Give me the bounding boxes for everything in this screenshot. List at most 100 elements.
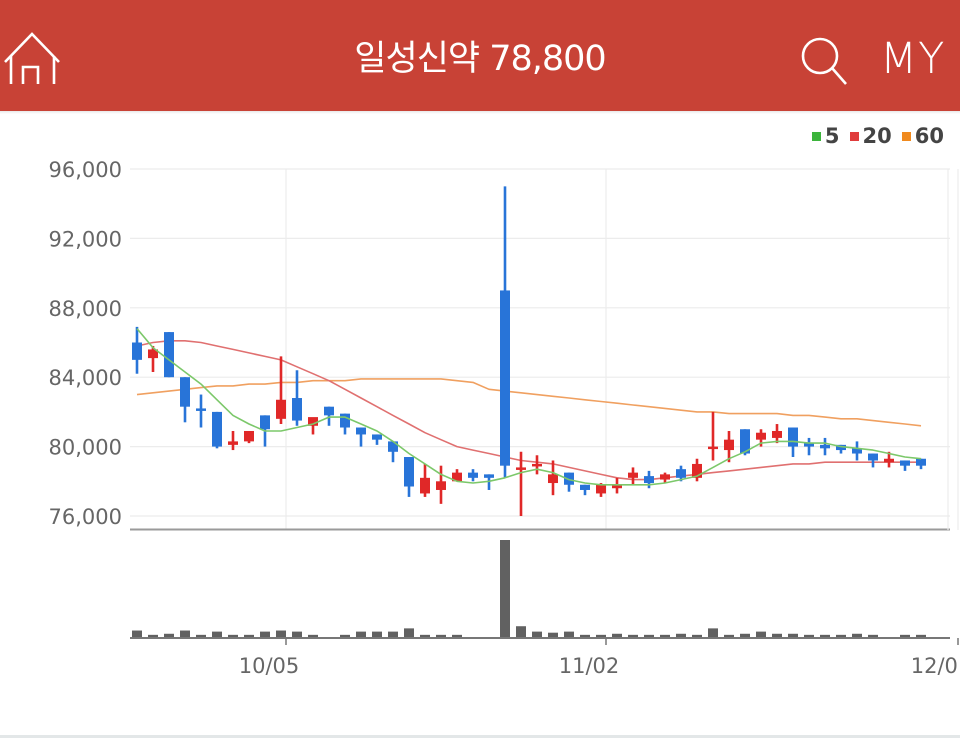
volume-bar	[868, 634, 878, 637]
volume-bar	[244, 634, 254, 637]
candle	[516, 467, 526, 470]
volume-bar	[404, 628, 414, 637]
volume-bar	[308, 634, 318, 637]
volume-bar	[596, 634, 606, 637]
volume-bar	[692, 634, 702, 637]
candle	[228, 441, 238, 445]
candle	[148, 349, 158, 359]
candle	[452, 472, 462, 482]
candle	[692, 463, 702, 478]
legend-swatch-ma60	[901, 131, 911, 141]
x-tick-label: 12/01	[911, 654, 960, 678]
legend-swatch-ma20	[849, 131, 859, 141]
volume-bar	[212, 631, 222, 637]
volume-bar	[756, 631, 766, 637]
legend-ma60: 60	[901, 124, 944, 148]
legend-swatch-ma5	[811, 131, 821, 141]
volume-bar	[612, 633, 622, 637]
volume-bar	[644, 634, 654, 637]
volume-bar	[148, 634, 158, 637]
volume-bar	[724, 634, 734, 637]
candle	[756, 432, 766, 440]
candles	[132, 186, 926, 516]
chart-legend: 5 20 60	[811, 124, 944, 148]
volume-bar	[372, 631, 382, 637]
candle	[420, 477, 430, 494]
candle	[308, 417, 318, 426]
volume-bar	[548, 632, 558, 637]
volume-bar	[132, 630, 142, 637]
ma60-line	[136, 378, 922, 427]
chart-grid	[130, 168, 959, 531]
candle	[884, 458, 894, 463]
candle	[900, 460, 910, 466]
volume-bar	[820, 634, 830, 637]
search-icon	[801, 37, 847, 85]
candle	[180, 377, 190, 407]
x-tick-label: 11/02	[559, 654, 620, 678]
volume-bar	[292, 631, 302, 637]
candle	[644, 476, 654, 484]
volume-bar	[676, 633, 686, 637]
candle	[836, 444, 846, 451]
legend-ma20: 20	[849, 124, 892, 148]
volume-bar	[564, 631, 574, 637]
candle	[244, 430, 254, 442]
candle	[388, 441, 398, 452]
volume-bar	[852, 633, 862, 637]
y-tick-label: 84,000	[49, 366, 122, 390]
volume-bar	[356, 631, 366, 637]
candle	[468, 472, 478, 478]
y-tick-label: 80,000	[49, 436, 122, 460]
candle	[580, 484, 590, 490]
legend-label-ma60: 60	[914, 124, 944, 148]
volume-bar	[836, 634, 846, 637]
candle	[276, 399, 286, 419]
legend-label-ma5: 5	[824, 124, 840, 148]
y-axis-labels: 96,000 92,000 88,000 84,000 80,000 76,000	[49, 158, 122, 529]
volume-bar	[388, 631, 398, 637]
volume-bar	[500, 540, 510, 637]
volume-bars	[130, 540, 950, 639]
search-button[interactable]	[798, 34, 850, 86]
home-icon	[4, 32, 60, 84]
y-tick-label: 92,000	[49, 227, 122, 251]
candle	[260, 415, 270, 430]
candle	[740, 429, 750, 454]
page-title: 일성신약 78,800	[354, 39, 606, 79]
y-tick-label: 76,000	[49, 505, 122, 529]
my-button[interactable]: MY	[880, 34, 946, 84]
bottom-divider	[0, 735, 960, 738]
volume-bar	[900, 634, 910, 637]
volume-bar	[660, 634, 670, 637]
candle	[852, 448, 862, 454]
candle	[788, 427, 798, 447]
candle	[772, 430, 782, 438]
volume-bar	[804, 634, 814, 637]
volume-bar	[452, 634, 462, 637]
volume-bar	[708, 628, 718, 637]
candle	[532, 463, 542, 467]
volume-bar	[788, 633, 798, 637]
home-button[interactable]	[2, 30, 64, 88]
header-shadow	[0, 111, 960, 114]
legend-ma5: 5	[811, 124, 840, 148]
candle	[820, 444, 830, 449]
candle	[340, 413, 350, 428]
volume-bar	[420, 634, 430, 637]
x-tick-label: 10/05	[239, 654, 300, 678]
volume-bar	[340, 634, 350, 637]
candle	[676, 469, 686, 478]
volume-bar	[228, 634, 238, 637]
app-header: 일성신약 78,800 MY	[0, 0, 960, 111]
ma5-line	[136, 328, 922, 486]
candle	[708, 446, 718, 450]
volume-bar	[580, 634, 590, 637]
y-tick-label: 88,000	[49, 297, 122, 321]
volume-bar	[164, 633, 174, 637]
candle	[196, 408, 206, 411]
candle	[484, 474, 494, 478]
candle	[436, 481, 446, 490]
candle	[212, 411, 222, 447]
